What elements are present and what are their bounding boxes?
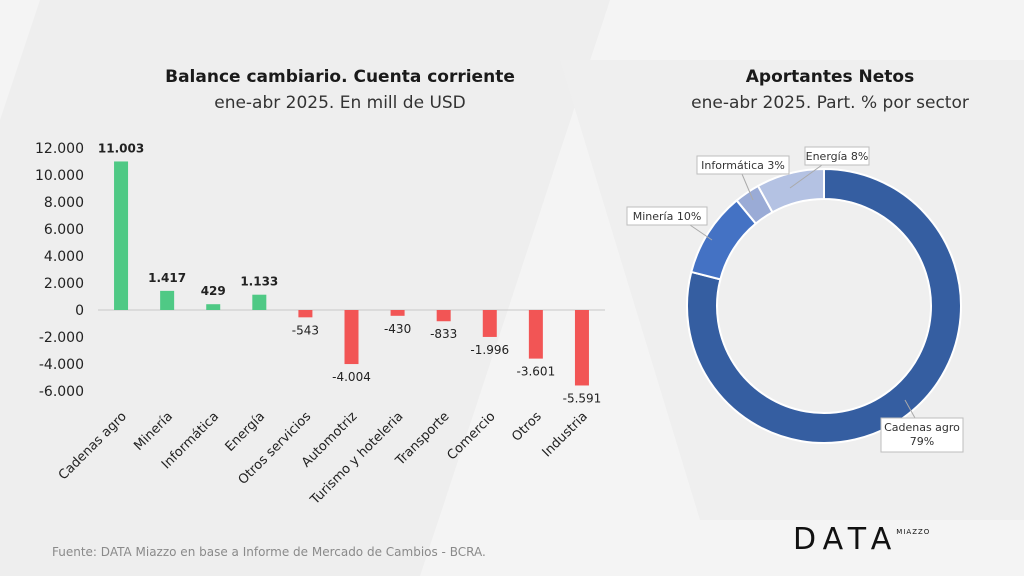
donut-slice xyxy=(686,167,962,444)
slice-label: 79% xyxy=(910,435,934,448)
callout-box xyxy=(696,155,790,175)
slice-label: Cadenas agro xyxy=(884,421,960,434)
bar xyxy=(482,310,497,337)
bar-value-label: -430 xyxy=(384,322,411,336)
bar xyxy=(390,310,405,316)
y-tick-label: 6.000 xyxy=(44,222,84,238)
bar-value-label: -5.591 xyxy=(563,391,602,405)
y-tick-label: 8.000 xyxy=(44,195,84,211)
callout-leader xyxy=(789,164,823,189)
source-note: Fuente: DATA Miazzo en base a Informe de… xyxy=(52,545,486,559)
y-tick-label: 4.000 xyxy=(44,249,84,265)
bar xyxy=(298,310,313,318)
callout-leader xyxy=(689,224,713,241)
bar-chart: 12.000 10.000 8.000 6.000 4.000 2.000 0 -2.000 -… xyxy=(35,141,605,508)
y-tick-label: 2.000 xyxy=(44,276,84,292)
bar-value-label: -3.601 xyxy=(517,365,556,379)
bar-value-label: -1.996 xyxy=(470,343,509,357)
logo-wordmark: DATA xyxy=(793,522,899,557)
brand-logo: DATA MIAZZO xyxy=(793,520,930,560)
bar xyxy=(344,310,359,365)
logo-subtext: MIAZZO xyxy=(896,528,931,536)
bar-value-label: -543 xyxy=(292,323,319,337)
y-tick-label: -6.000 xyxy=(39,384,84,400)
y-tick-label: -4.000 xyxy=(39,357,84,373)
bar xyxy=(160,290,175,310)
callout-leader xyxy=(741,173,754,201)
bar xyxy=(114,161,129,310)
bar-value-label: 11.003 xyxy=(98,141,144,155)
bar-value-label: -833 xyxy=(430,327,457,341)
bar xyxy=(574,310,589,386)
slice-label: Informática 3% xyxy=(701,159,785,172)
callout-box xyxy=(804,146,870,166)
y-tick-label: 12.000 xyxy=(35,141,84,157)
callout-box xyxy=(626,206,708,226)
bar xyxy=(252,294,267,310)
bar-chart-subtitle: ene-abr 2025. En mill de USD xyxy=(214,93,466,113)
donut-chart-subtitle: ene-abr 2025. Part. % por sector xyxy=(691,93,969,113)
donut-slice xyxy=(756,167,825,214)
y-tick-label: 0 xyxy=(75,303,84,319)
donut-chart-title: Aportantes Netos xyxy=(745,67,915,87)
callout-box xyxy=(880,417,964,453)
slice-label: Energía 8% xyxy=(806,150,869,163)
bar-value-label: -4.004 xyxy=(332,370,371,384)
bar-value-label: 429 xyxy=(201,284,226,298)
bar xyxy=(528,310,543,359)
y-tick-label: 10.000 xyxy=(35,168,84,184)
bar-chart-title: Balance cambiario. Cuenta corriente xyxy=(165,67,515,87)
y-tick-label: -2.000 xyxy=(39,330,84,346)
bar-value-label: 1.417 xyxy=(148,271,186,285)
bar-value-label: 1.133 xyxy=(240,275,278,289)
bar xyxy=(436,310,451,322)
bar xyxy=(206,304,221,310)
slice-label: Minería 10% xyxy=(633,210,702,223)
callout-leader xyxy=(904,399,916,419)
